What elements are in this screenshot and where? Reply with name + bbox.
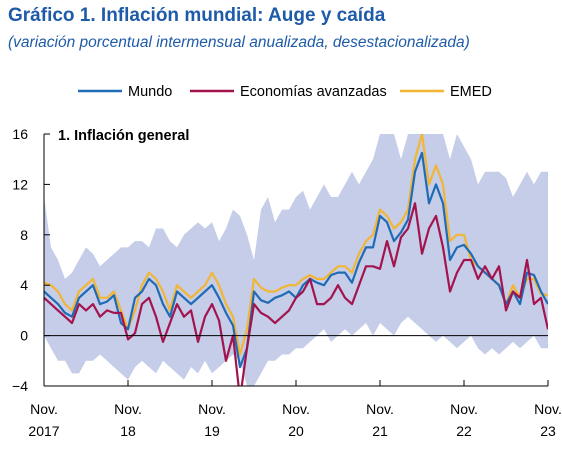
y-tick-label: 4 xyxy=(20,277,28,293)
panel-label: 1. Inflación general xyxy=(58,128,189,144)
x-tick-label: 23 xyxy=(540,423,556,439)
y-tick-label: 0 xyxy=(20,328,28,344)
chart-title: Gráfico 1. Inflación mundial: Auge y caí… xyxy=(8,5,386,26)
x-tick-label: Nov. xyxy=(198,401,226,417)
x-tick-label: Nov. xyxy=(114,401,142,417)
x-tick-label: 2017 xyxy=(28,423,59,439)
x-tick-label: Nov. xyxy=(366,401,394,417)
y-tick-label: −4 xyxy=(12,378,28,394)
plot-area: −4 0 4 8 12 16 Nov. 2017 Nov. 18 Nov. 19 Nov. 20 Nov. 2… xyxy=(12,126,562,439)
plot-content xyxy=(44,134,548,386)
legend: Mundo Economías avanzadas EMED xyxy=(78,84,492,100)
x-tick-label: Nov. xyxy=(282,401,310,417)
series-line-economias-avanzadas xyxy=(44,202,548,386)
x-tick-label: Nov. xyxy=(30,401,58,417)
legend-label-mundo: Mundo xyxy=(128,84,172,100)
x-tick-label: 22 xyxy=(456,423,472,439)
legend-label-emed: EMED xyxy=(450,84,492,100)
x-tick-label: 21 xyxy=(372,423,388,439)
x-tick-label: Nov. xyxy=(534,401,562,417)
x-tick-label: 19 xyxy=(204,423,220,439)
x-tick-label: 20 xyxy=(288,423,304,439)
y-tick-label: 12 xyxy=(12,176,28,192)
x-tick-label: Nov. xyxy=(450,401,478,417)
y-tick-label: 16 xyxy=(12,126,28,142)
x-tick-label: 18 xyxy=(120,423,136,439)
y-tick-label: 8 xyxy=(20,227,28,243)
chart-subtitle: (variación porcentual intermensual anual… xyxy=(8,34,470,51)
legend-label-economias-avanzadas: Economías avanzadas xyxy=(240,84,387,100)
